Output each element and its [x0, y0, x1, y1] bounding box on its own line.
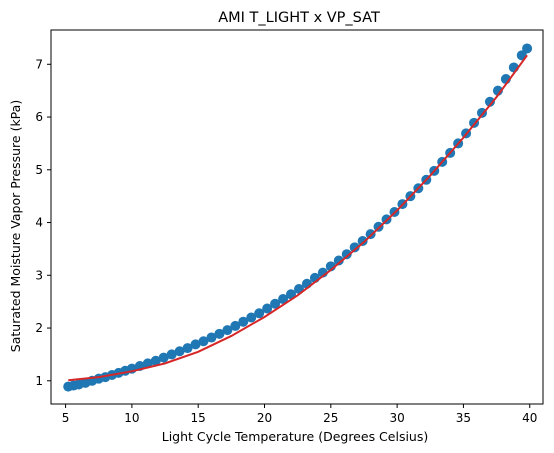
- data-point: [254, 308, 265, 319]
- data-point: [238, 316, 249, 327]
- y-tick-label: 7: [35, 57, 43, 71]
- data-point: [206, 332, 217, 343]
- data-point: [484, 96, 495, 107]
- data-point: [262, 303, 273, 314]
- y-tick-label: 3: [35, 268, 43, 282]
- y-tick-label: 1: [35, 374, 43, 388]
- data-point: [182, 343, 193, 354]
- fit-line: [68, 54, 528, 382]
- y-tick-label: 5: [35, 163, 43, 177]
- x-tick-label: 25: [323, 411, 338, 425]
- data-point: [198, 336, 209, 347]
- y-tick-label: 6: [35, 110, 43, 124]
- data-point: [270, 298, 281, 309]
- data-point: [341, 249, 352, 260]
- data-point: [357, 236, 368, 246]
- data-point: [222, 325, 233, 336]
- y-axis: 1 2 3 4 5 6 7: [35, 57, 51, 388]
- data-point: [166, 349, 177, 360]
- y-axis-label: Saturated Moisture Vapor Pressure (kPa): [8, 100, 23, 352]
- data-point: [349, 242, 360, 253]
- data-point: [190, 339, 201, 350]
- data-point: [174, 346, 185, 357]
- data-point: [522, 43, 533, 54]
- data-point: [365, 229, 376, 240]
- x-tick-label: 5: [62, 411, 70, 425]
- y-tick-label: 4: [35, 216, 43, 230]
- data-point: [214, 328, 225, 339]
- plot-area: [63, 43, 533, 392]
- data-point: [286, 289, 297, 300]
- chart-title: AMI T_LIGHT x VP_SAT: [218, 10, 380, 26]
- data-point: [333, 255, 344, 266]
- plot-frame: [50, 29, 544, 405]
- x-axis: 5 10 15 20 25 30 35 40: [62, 404, 537, 425]
- data-point: [230, 320, 241, 331]
- x-tick-label: 30: [389, 411, 404, 425]
- x-tick-label: 35: [456, 411, 471, 425]
- x-tick-label: 15: [191, 411, 206, 425]
- x-tick-label: 40: [522, 411, 537, 425]
- y-tick-label: 2: [35, 321, 43, 335]
- data-point: [158, 352, 169, 363]
- x-axis-label: Light Cycle Temperature (Degrees Celsius…: [162, 429, 429, 444]
- data-point: [278, 294, 289, 305]
- data-point: [150, 355, 161, 366]
- data-point: [246, 312, 257, 323]
- x-tick-label: 10: [124, 411, 139, 425]
- x-tick-label: 20: [257, 411, 272, 425]
